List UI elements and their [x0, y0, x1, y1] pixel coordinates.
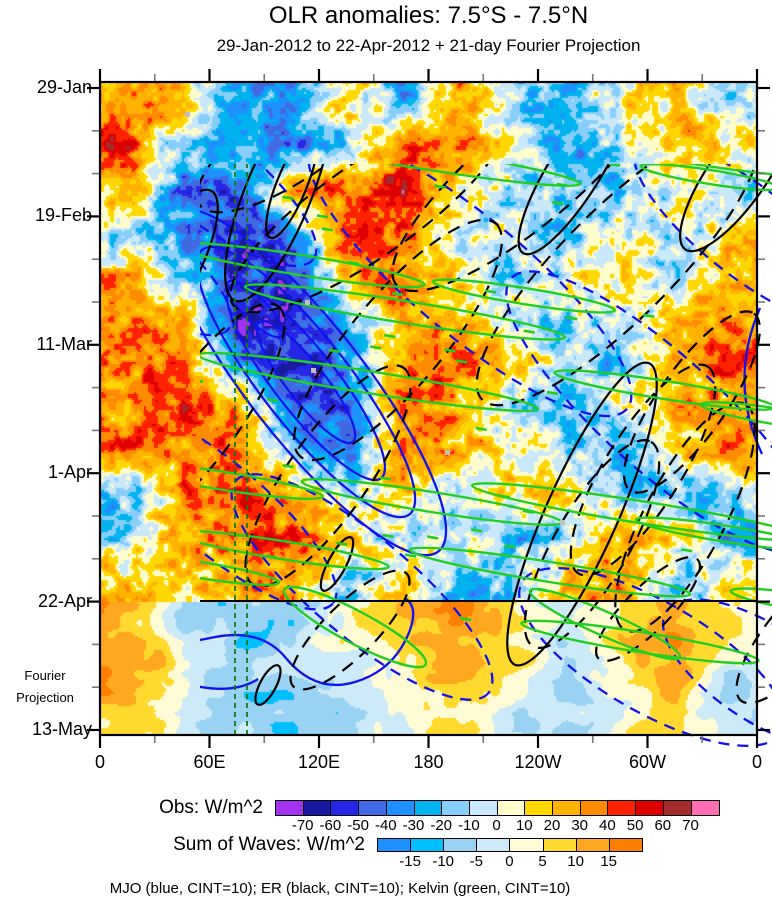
colorbar-tick--10: -10: [458, 817, 480, 834]
colorbar-tick--40: -40: [374, 817, 397, 834]
colorbar-tick-15: 15: [600, 853, 618, 870]
colorbar-tick--70: -70: [291, 817, 314, 834]
colorbar-tick-5: 5: [538, 853, 547, 870]
colorbar-segment: [385, 800, 415, 816]
colorbar-segment: [509, 838, 544, 852]
colorbar-segment: [579, 800, 609, 816]
fourier-projection-label-1: Fourier: [24, 668, 66, 683]
y-tick-label-13-May: 13-May: [31, 719, 92, 739]
chart-subtitle: 29-Jan-2012 to 22-Apr-2012 + 21-day Four…: [216, 36, 641, 55]
y-tick-label-29-Jan: 29-Jan: [36, 77, 92, 97]
colorbar-segment: [410, 838, 445, 852]
colorbar-tick--50: -50: [347, 817, 369, 834]
y-tick-label-11-Mar: 11-Mar: [36, 333, 92, 354]
axis-ticks: [87, 69, 770, 748]
colorbar-tick-10: 10: [515, 817, 533, 834]
colorbar-tick--15: -15: [399, 853, 421, 870]
colorbar-segment: [662, 800, 692, 816]
colorbar-tick-0: 0: [505, 853, 514, 870]
colorbar-segment: [413, 800, 443, 816]
missing-data-speck: [560, 520, 565, 525]
colorbar-segment: [358, 800, 388, 816]
colorbar-segment: [441, 800, 471, 816]
colorbar-segment: [575, 838, 611, 852]
colorbar-tick-60: 60: [654, 817, 672, 834]
x-tick-label-0-0: 0: [94, 752, 105, 772]
chart-title: OLR anomalies: 7.5°S - 7.5°N: [268, 2, 589, 29]
colorbar-segment: [330, 800, 360, 816]
waves-colorbar-label: Sum of Waves: W/m^2: [173, 834, 365, 855]
missing-data-speck: [185, 112, 190, 117]
missing-data-speck: [311, 368, 316, 373]
y-tick-label-19-Feb: 19-Feb: [34, 205, 92, 226]
x-tick-label-120E-2: 120E: [297, 752, 341, 772]
x-tick-label-60W-5: 60W: [628, 752, 666, 772]
colorbar-tick--5: -5: [469, 853, 483, 870]
colorbar-segment: [476, 838, 511, 852]
colorbar-segment: [496, 800, 526, 816]
colorbar-segment: [275, 800, 305, 816]
colorbar-tick--30: -30: [402, 817, 425, 834]
colorbar-segment: [635, 800, 665, 816]
fourier-projection-label-2: Projection: [16, 690, 74, 705]
colorbar-tick--10: -10: [432, 853, 455, 870]
colorbar-tick-50: 50: [626, 817, 644, 834]
colorbar-segment: [377, 838, 412, 852]
colorbar-tick-30: 30: [571, 817, 589, 834]
colorbar-tick-20: 20: [543, 817, 561, 834]
colorbar-tick--60: -60: [319, 817, 342, 834]
wave-contours: [200, 164, 772, 750]
x-tick-label-0-6: 0: [751, 752, 762, 772]
missing-data-speck: [445, 450, 450, 455]
y-tick-label-22-Apr: 22-Apr: [37, 590, 92, 611]
missing-data-speck: [305, 300, 310, 305]
colorbar-segment: [468, 800, 498, 816]
contour-legend-caption: MJO (blue, CINT=10); ER (black, CINT=10)…: [109, 880, 571, 897]
colorbar-tick--20: -20: [430, 817, 453, 834]
mjo-contour-path: [200, 678, 259, 690]
colorbar-segment: [690, 800, 720, 816]
colorbar-tick-40: 40: [599, 817, 616, 834]
x-tick-label-180-3: 180: [413, 752, 444, 772]
colorbar-tick-10: 10: [567, 853, 584, 870]
mjo-contour-path: [200, 598, 415, 686]
colorbar-segment: [552, 800, 582, 816]
colorbar-segment: [608, 838, 644, 852]
colorbar-segment: [524, 800, 554, 816]
x-tick-label-120W-4: 120W: [514, 752, 562, 772]
colorbar-segment: [542, 838, 577, 852]
obs-colorbar-label: Obs: W/m^2: [159, 797, 263, 818]
colorbar-tick-70: 70: [682, 817, 699, 834]
y-tick-label-1-Apr: 1-Apr: [47, 462, 92, 483]
colorbar-segment: [607, 800, 637, 816]
plot-border: [98, 80, 759, 737]
colorbar-segment: [443, 838, 478, 852]
colorbar-segment: [302, 800, 332, 816]
colorbar-tick-0: 0: [492, 817, 501, 834]
x-tick-label-60E-1: 60E: [193, 752, 226, 772]
